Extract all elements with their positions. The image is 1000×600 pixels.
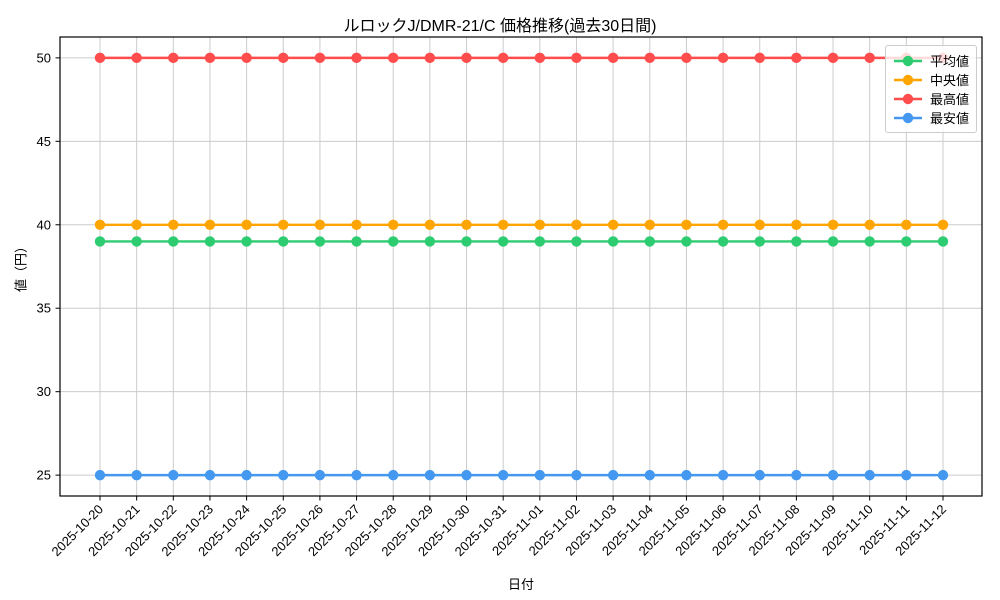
- legend-label: 最安値: [930, 111, 970, 126]
- legend-item-median: 中央値: [893, 70, 970, 89]
- y-tick-label: 45: [37, 134, 51, 149]
- legend-line-marker-icon: [894, 93, 922, 104]
- x-axis-label: 日付: [507, 577, 534, 592]
- legend-label: 中央値: [930, 73, 970, 88]
- y-tick-label: 30: [37, 384, 51, 399]
- y-tick-label: 50: [37, 50, 51, 65]
- chart-title: ルロックJ/DMR-21/C 価格推移(過去30日間): [343, 18, 657, 35]
- y-tick-label: 40: [37, 217, 51, 232]
- legend: 平均値中央値最高値最安値: [885, 45, 977, 133]
- legend-item-average: 平均値: [893, 51, 970, 70]
- plot-area: [60, 37, 982, 496]
- series-average: [94, 236, 949, 247]
- legend-line-marker-icon: [894, 112, 922, 123]
- legend-label: 最高値: [930, 92, 970, 107]
- y-tick-label: 25: [37, 468, 51, 483]
- plot-frame: [59, 36, 983, 497]
- legend-line-marker-icon: [894, 55, 922, 66]
- legend-item-max: 最高値: [893, 89, 970, 108]
- series-median: [94, 219, 949, 230]
- tick-marks: [55, 57, 944, 501]
- legend-line-marker-icon: [894, 74, 922, 85]
- series-min: [94, 469, 949, 481]
- legend-label: 平均値: [930, 54, 970, 69]
- legend-item-min: 最安値: [893, 108, 970, 127]
- y-axis-label: 値（円）: [13, 239, 29, 293]
- y-tick-label: 35: [37, 301, 51, 316]
